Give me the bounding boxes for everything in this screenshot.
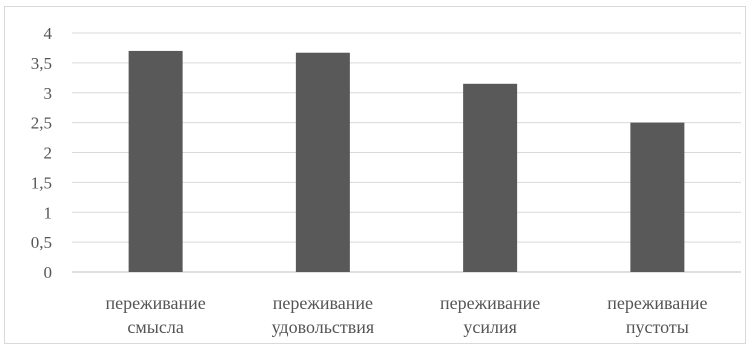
x-category-label: переживание (440, 293, 540, 313)
x-category-label: переживание (273, 293, 373, 313)
bar (463, 83, 518, 272)
y-tick-label: 3 (44, 84, 53, 103)
x-category-label: смысла (127, 317, 183, 337)
y-tick-label: 0 (44, 263, 53, 282)
y-tick-label: 2 (44, 144, 53, 163)
chart-frame (4, 6, 746, 344)
y-tick-label: 2,5 (31, 114, 52, 133)
x-category-label: переживание (106, 293, 206, 313)
x-category-label: пустоты (626, 317, 689, 337)
x-category-label: переживание (607, 293, 707, 313)
y-tick-label: 0,5 (31, 233, 52, 252)
y-tick-label: 1 (44, 203, 53, 222)
y-tick-label: 4 (44, 24, 53, 43)
bar (295, 52, 350, 272)
x-category-label: удовольствия (272, 317, 375, 337)
y-tick-label: 3,5 (31, 54, 52, 73)
bar (630, 122, 685, 272)
x-category-label: усилия (463, 317, 517, 337)
y-tick-label: 1,5 (31, 173, 52, 192)
bar (128, 50, 183, 272)
